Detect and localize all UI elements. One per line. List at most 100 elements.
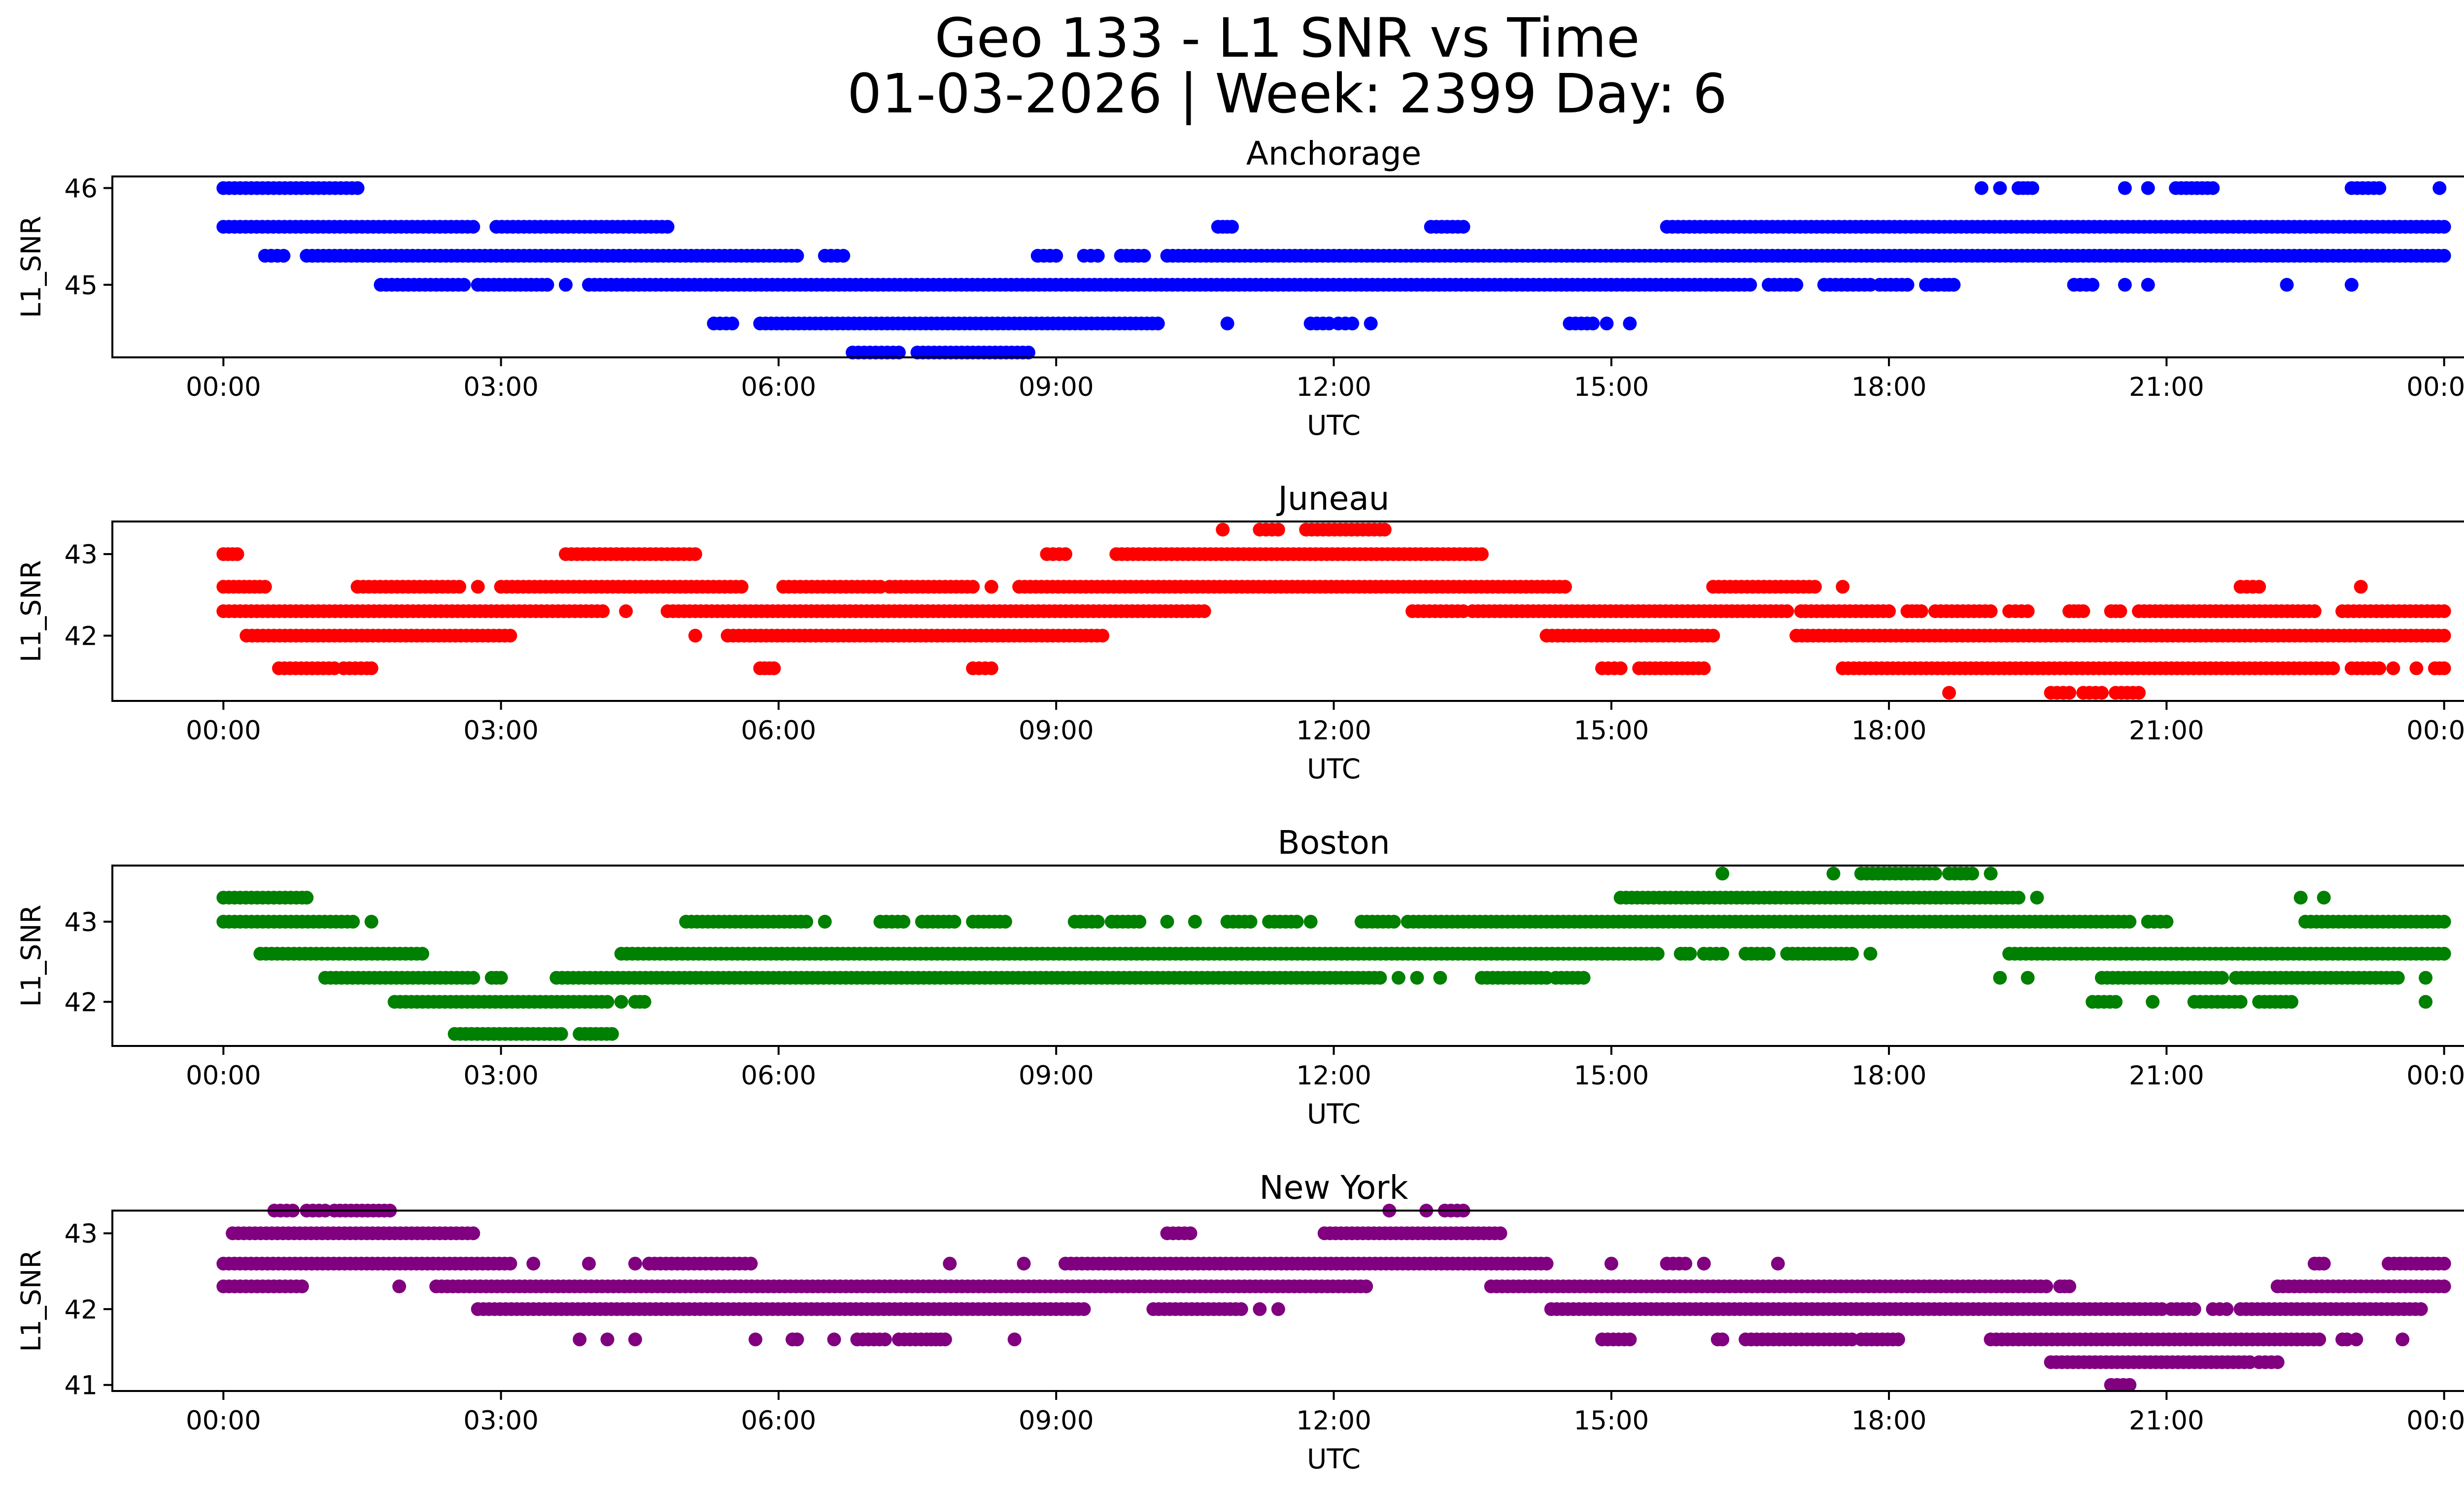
data-point: [1808, 580, 1822, 594]
data-point: [1049, 248, 1063, 263]
x-tick-label: 03:00: [463, 716, 539, 746]
x-tick-label: 12:00: [1296, 716, 1371, 746]
x-tick-label: 06:00: [741, 372, 817, 402]
data-point: [1188, 914, 1202, 929]
x-tick-label: 00:00: [2406, 716, 2464, 746]
data-point: [1377, 522, 1392, 537]
data-point: [2391, 971, 2405, 985]
data-point: [1433, 971, 1447, 985]
x-tick-label: 00:00: [2406, 1061, 2464, 1091]
data-point: [1576, 971, 1591, 985]
data-point: [619, 604, 633, 618]
data-point: [466, 1226, 480, 1241]
data-point: [1095, 628, 1110, 643]
data-point: [984, 661, 998, 675]
data-point: [878, 1332, 892, 1347]
subplot-boston: Boston 00:00 03:00 06:00 09:00 12:00 15:00 18:0…: [15, 824, 2464, 1130]
data-point: [2437, 1279, 2451, 1293]
x-tick-label: 09:00: [1019, 372, 1094, 402]
data-point: [1891, 1332, 1905, 1347]
data-point: [2252, 580, 2266, 594]
data-point: [2354, 580, 2368, 594]
x-tick-label: 06:00: [741, 1406, 817, 1436]
data-point: [896, 914, 911, 929]
data-point: [836, 248, 851, 263]
data-point: [1845, 946, 1859, 961]
data-point: [1650, 946, 1665, 961]
scatter-series-anchorage: [216, 181, 2451, 360]
data-point: [2141, 278, 2155, 292]
data-point: [526, 1256, 541, 1271]
data-point: [1836, 580, 1850, 594]
data-point: [614, 995, 628, 1009]
data-point: [1826, 867, 1841, 881]
data-point: [818, 914, 832, 929]
data-point: [300, 891, 314, 905]
y-tick-label: 43: [65, 540, 98, 570]
data-point: [503, 1256, 517, 1271]
data-point: [1271, 1302, 1285, 1316]
x-tick-label: 00:00: [186, 1061, 261, 1091]
data-point: [1715, 1332, 1730, 1347]
x-tick-label: 09:00: [1019, 1061, 1094, 1091]
data-point: [1373, 971, 1387, 985]
data-point: [1942, 686, 1956, 700]
data-point: [2437, 628, 2451, 643]
x-tick-label: 15:00: [1574, 1406, 1649, 1436]
data-point: [2020, 971, 2035, 985]
data-point: [605, 1027, 619, 1041]
subplot-grid: Anchorage 00:00 03:00 06:00 09:00 12:00 15:00 1…: [15, 135, 2464, 1475]
data-point: [2437, 1256, 2451, 1271]
x-tick-label: 09:00: [1019, 1406, 1094, 1436]
data-point: [1900, 278, 1915, 292]
data-point: [2293, 891, 2308, 905]
data-point: [2109, 995, 2123, 1009]
data-point: [1706, 628, 1720, 643]
data-point: [637, 995, 651, 1009]
data-point: [1410, 971, 1424, 985]
y-axis-label-boston: L1_SNR: [15, 904, 47, 1007]
data-point: [1715, 946, 1730, 961]
x-tick-label: 12:00: [1296, 1061, 1371, 1091]
data-point: [2159, 914, 2174, 929]
x-tick-label: 03:00: [463, 372, 539, 402]
x-axis-label-new-york: UTC: [1307, 1443, 1361, 1475]
data-point: [2372, 661, 2387, 675]
data-point: [1271, 522, 1285, 537]
subplot-title-juneau: Juneau: [1276, 480, 1389, 518]
data-point: [2317, 1256, 2331, 1271]
data-point: [2062, 686, 2077, 700]
data-point: [1225, 220, 1239, 234]
data-point: [1290, 914, 1304, 929]
data-point: [503, 628, 517, 643]
data-point: [2372, 181, 2387, 195]
data-point: [1091, 914, 1105, 929]
data-point: [392, 1279, 407, 1293]
data-point: [2270, 1355, 2285, 1369]
data-point: [2020, 604, 2035, 618]
data-point: [2414, 1302, 2428, 1316]
data-point: [688, 547, 702, 561]
data-point: [573, 1332, 587, 1347]
x-tick-label: 18:00: [1851, 1406, 1927, 1436]
x-axis-label-juneau: UTC: [1307, 753, 1361, 785]
data-point: [1364, 316, 1378, 331]
data-point: [744, 1256, 758, 1271]
data-point: [494, 971, 508, 985]
x-tick-label: 18:00: [1851, 716, 1927, 746]
data-point: [1387, 914, 1401, 929]
data-point: [2307, 604, 2322, 618]
data-point: [1021, 346, 1035, 360]
data-point: [799, 914, 814, 929]
data-point: [2012, 891, 2025, 905]
data-point: [628, 1256, 642, 1271]
data-point: [457, 278, 471, 292]
data-point: [230, 547, 244, 561]
data-point: [2206, 181, 2220, 195]
x-tick-label: 03:00: [463, 1061, 539, 1091]
x-tick-label: 18:00: [1851, 1061, 1927, 1091]
data-point: [2076, 604, 2090, 618]
data-point: [660, 220, 675, 234]
data-point: [2086, 278, 2100, 292]
data-point: [2437, 914, 2451, 929]
